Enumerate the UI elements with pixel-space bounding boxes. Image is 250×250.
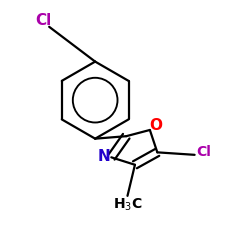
Text: N: N xyxy=(98,148,110,164)
Text: Cl: Cl xyxy=(196,145,211,159)
Text: H$_3$C: H$_3$C xyxy=(113,196,142,213)
Text: O: O xyxy=(150,118,162,133)
Text: Cl: Cl xyxy=(36,13,52,28)
